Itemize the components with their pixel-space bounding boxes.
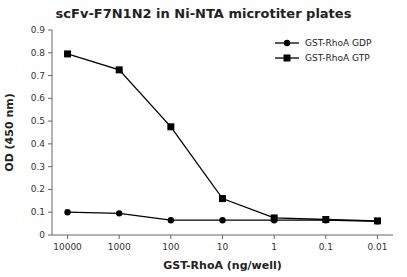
y-tick-label: 0.1 [31, 207, 45, 217]
y-tick-label: 0.5 [31, 116, 45, 126]
y-tick-label: 0.2 [31, 184, 45, 194]
y-tick-label: 0 [39, 230, 45, 240]
legend-label: GST-RhoA GTP [305, 53, 370, 63]
y-tick [48, 98, 52, 99]
data-point [374, 217, 381, 224]
data-point [64, 50, 71, 57]
x-tick [67, 235, 68, 239]
x-tick [222, 235, 223, 239]
data-point [219, 195, 226, 202]
data-point [116, 66, 123, 73]
data-point [271, 214, 278, 221]
y-axis-label: OD (450 nm) [3, 93, 16, 171]
y-tick [48, 143, 52, 144]
x-tick-label: 0.01 [367, 242, 387, 252]
y-tick-label: 0.7 [31, 71, 45, 81]
x-tick [170, 235, 171, 239]
x-tick-label: 10000 [53, 242, 82, 252]
x-axis-label: GST-RhoA (ng/well) [163, 259, 282, 272]
legend-marker [284, 55, 291, 62]
x-tick-label: 1 [271, 242, 277, 252]
x-tick-label: 100 [162, 242, 179, 252]
data-point [323, 217, 329, 223]
y-tick [48, 235, 52, 236]
y-tick [48, 52, 52, 53]
legend: GST-RhoA GDP GST-RhoA GTP [275, 38, 372, 63]
data-point [168, 217, 174, 223]
y-tick [48, 166, 52, 167]
chart: scFv-F7N1N2 in Ni-NTA microtiter plates 1… [0, 0, 407, 277]
y-tick [48, 189, 52, 190]
data-point [219, 217, 225, 223]
x-tick-label: 1000 [108, 242, 131, 252]
data-point [64, 209, 70, 215]
plot-area [64, 50, 381, 224]
y-tick-label: 0.4 [31, 139, 46, 149]
x-tick [325, 235, 326, 239]
data-point [167, 123, 174, 130]
data-point [374, 218, 380, 224]
legend-marker [284, 40, 290, 46]
x-tick-label: 10 [217, 242, 229, 252]
series-line [68, 54, 378, 221]
x-tick-label: 0.1 [319, 242, 333, 252]
y-tick-label: 0.3 [31, 162, 45, 172]
x-tick [274, 235, 275, 239]
y-tick [48, 30, 52, 31]
title: scFv-F7N1N2 in Ni-NTA microtiter plates [56, 6, 352, 21]
legend-label: GST-RhoA GDP [305, 38, 372, 48]
data-point [322, 216, 329, 223]
y-tick [48, 121, 52, 122]
y-tick [48, 75, 52, 76]
x-tick [377, 235, 378, 239]
y-tick-label: 0.9 [31, 25, 46, 35]
y-tick [48, 212, 52, 213]
y-tick-label: 0.8 [31, 48, 46, 58]
data-point [116, 210, 122, 216]
x-tick [119, 235, 120, 239]
y-tick-label: 0.6 [31, 93, 46, 103]
y-axis-line [52, 30, 53, 235]
